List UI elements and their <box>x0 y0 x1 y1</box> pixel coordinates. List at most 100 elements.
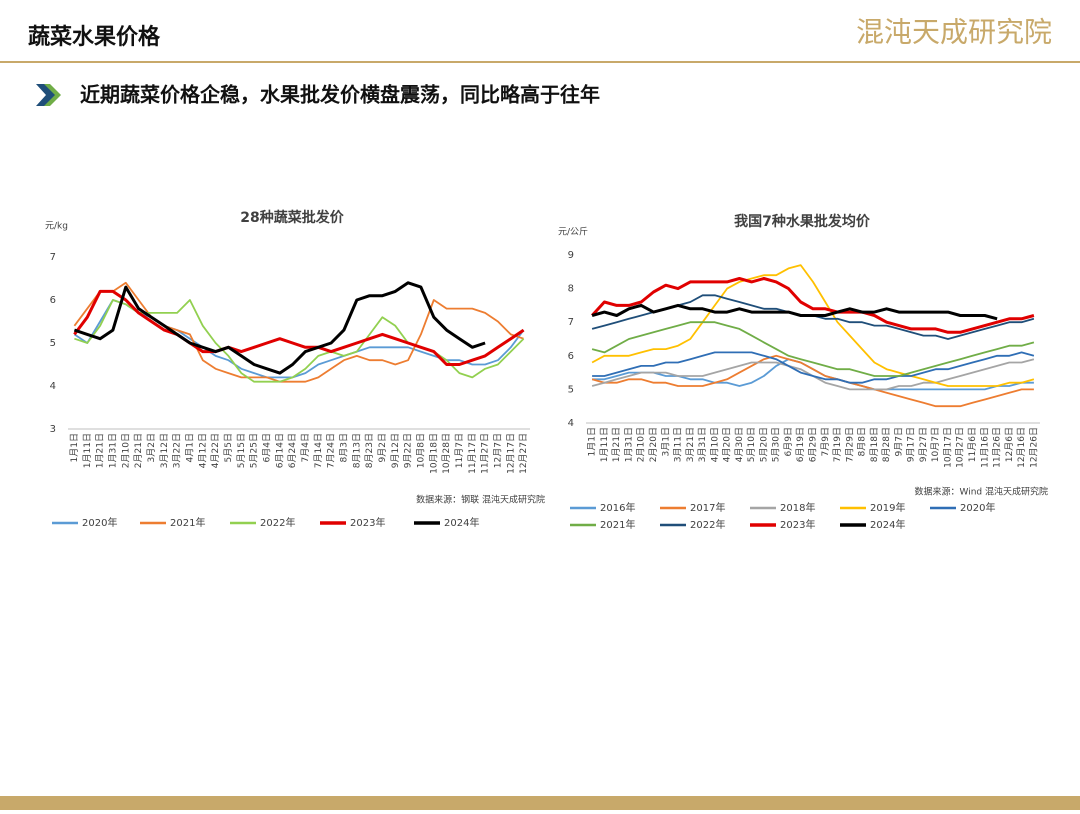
x-tick-label: 6月29日 <box>808 427 819 462</box>
legend-label: 2022年 <box>260 516 295 529</box>
y-axis-label: 元/kg <box>45 222 68 232</box>
x-tick-label: 12月17日 <box>505 433 516 474</box>
x-tick-label: 3月12日 <box>159 433 170 468</box>
series-line <box>591 303 998 321</box>
y-tick-label: 8 <box>568 284 574 295</box>
y-tick-label: 5 <box>568 384 574 395</box>
x-tick-label: 3月31日 <box>697 427 708 462</box>
x-tick-label: 9月7日 <box>893 427 904 456</box>
series-line <box>73 281 486 375</box>
x-tick-label: 11月16日 <box>979 427 990 468</box>
x-tick-label: 4月10日 <box>709 427 720 462</box>
x-tick-label: 5月20日 <box>758 427 769 462</box>
x-tick-label: 3月22日 <box>172 433 183 468</box>
source-note: 数据来源：钢联 混沌天成研究院 <box>416 494 545 506</box>
legend-label: 2016年 <box>600 501 635 514</box>
x-tick-label: 11月26日 <box>992 427 1003 468</box>
legend-label: 2023年 <box>350 516 385 529</box>
x-tick-label: 9月2日 <box>377 433 388 462</box>
x-tick-label: 7月19日 <box>832 427 843 462</box>
x-tick-label: 11月27日 <box>480 433 491 474</box>
x-tick-label: 1月21日 <box>95 433 106 468</box>
x-tick-label: 9月17日 <box>906 427 917 462</box>
x-tick-label: 2月20日 <box>648 427 659 462</box>
legend-label: 2024年 <box>444 516 479 529</box>
x-tick-label: 1月11日 <box>599 427 610 462</box>
x-tick-label: 12月7日 <box>492 433 503 468</box>
x-tick-label: 2月10日 <box>120 433 131 468</box>
legend-label: 2024年 <box>870 518 905 531</box>
x-tick-label: 2月10日 <box>636 427 647 462</box>
x-tick-label: 5月25日 <box>249 433 260 468</box>
chart-title: 28种蔬菜批发价 <box>240 209 344 226</box>
y-tick-label: 7 <box>568 317 574 328</box>
source-note: 数据来源：Wind 混沌天成研究院 <box>915 486 1048 498</box>
x-tick-label: 3月11日 <box>673 427 684 462</box>
x-tick-label: 8月8日 <box>857 427 868 456</box>
legend-label: 2018年 <box>780 501 815 514</box>
series-line <box>591 294 1035 340</box>
x-tick-label: 8月18日 <box>869 427 880 462</box>
legend-label: 2022年 <box>690 518 725 531</box>
x-tick-label: 5月30日 <box>771 427 782 462</box>
x-tick-label: 8月13日 <box>351 433 362 468</box>
header-rule <box>0 61 1080 63</box>
x-tick-label: 3月21日 <box>685 427 696 462</box>
x-tick-label: 10月27日 <box>955 427 966 468</box>
legend-label: 2019年 <box>870 501 905 514</box>
x-tick-label: 3月2日 <box>146 433 157 462</box>
header-title: 蔬菜水果价格 <box>28 24 161 50</box>
x-tick-label: 5月5日 <box>223 433 234 462</box>
bullet-arrow <box>44 84 61 106</box>
x-tick-label: 6月4日 <box>261 433 272 462</box>
x-tick-label: 11月6日 <box>967 427 978 462</box>
x-tick-label: 9月22日 <box>403 433 414 468</box>
x-tick-label: 4月1日 <box>184 433 195 462</box>
legend-label: 2020年 <box>960 501 995 514</box>
x-tick-label: 11月17日 <box>467 433 478 474</box>
x-tick-label: 4月20日 <box>722 427 733 462</box>
y-tick-label: 4 <box>568 418 574 429</box>
y-tick-label: 3 <box>50 424 56 435</box>
legend-label: 2021年 <box>170 516 205 529</box>
x-tick-label: 6月14日 <box>274 433 285 468</box>
series-line <box>74 299 525 383</box>
x-tick-label: 8月28日 <box>881 427 892 462</box>
x-tick-label: 7月24日 <box>326 433 337 468</box>
series-line <box>590 277 1035 334</box>
legend-label: 2017年 <box>690 501 725 514</box>
y-tick-label: 9 <box>568 250 574 261</box>
x-tick-label: 3月1日 <box>660 427 671 456</box>
x-tick-label: 8月23日 <box>364 433 375 468</box>
x-tick-label: 6月19日 <box>795 427 806 462</box>
y-axis-label: 元/公斤 <box>558 227 588 238</box>
series-line <box>591 264 1035 387</box>
x-tick-label: 1月1日 <box>69 433 80 462</box>
x-tick-label: 4月30日 <box>734 427 745 462</box>
x-tick-label: 6月9日 <box>783 427 794 456</box>
x-tick-label: 11月7日 <box>454 433 465 468</box>
y-tick-label: 4 <box>50 381 56 392</box>
legend-label: 2020年 <box>82 516 117 529</box>
footer-bar <box>0 796 1080 810</box>
x-tick-label: 1月21日 <box>611 427 622 462</box>
x-tick-label: 12月27日 <box>518 433 529 474</box>
series-line <box>591 321 1035 377</box>
series-line <box>592 351 1035 384</box>
x-tick-label: 7月9日 <box>820 427 831 456</box>
x-tick-label: 1月31日 <box>623 427 634 462</box>
x-tick-label: 2月21日 <box>133 433 144 468</box>
x-tick-label: 1月11日 <box>82 433 93 468</box>
series-line <box>591 354 1034 408</box>
x-tick-label: 6月24日 <box>287 433 298 468</box>
x-tick-label: 8月3日 <box>338 433 349 462</box>
y-tick-label: 6 <box>50 295 56 306</box>
legend-label: 2023年 <box>780 518 815 531</box>
x-tick-label: 1月1日 <box>587 427 598 456</box>
subtitle: 近期蔬菜价格企稳，水果批发价横盘震荡，同比略高于往年 <box>80 83 600 107</box>
x-tick-label: 10月7日 <box>930 427 941 462</box>
x-tick-label: 10月28日 <box>441 433 452 474</box>
series-line <box>73 289 525 366</box>
chart-title: 我国7种水果批发均价 <box>734 213 871 230</box>
